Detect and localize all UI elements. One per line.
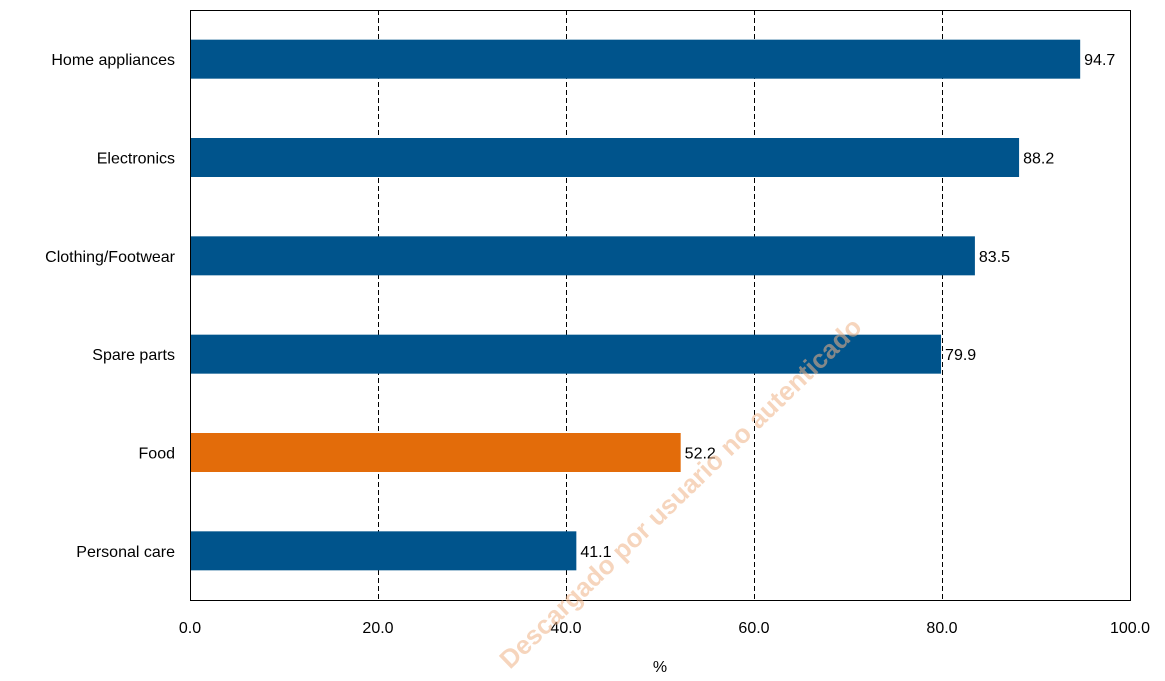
x-tick-label: 20.0 bbox=[362, 620, 393, 637]
data-label: 88.2 bbox=[1023, 151, 1054, 168]
category-label: Electronics bbox=[97, 151, 175, 168]
data-label: 79.9 bbox=[945, 347, 976, 364]
x-tick-label: 100.0 bbox=[1110, 620, 1150, 637]
bar bbox=[190, 138, 1020, 177]
category-label: Food bbox=[139, 446, 175, 463]
category-label: Home appliances bbox=[51, 52, 175, 69]
value-labels: 94.7 88.2 83.5 79.9 52.2 41.1 bbox=[580, 52, 1115, 561]
x-tick-label: 80.0 bbox=[926, 620, 957, 637]
bar bbox=[190, 531, 577, 571]
category-label: Personal care bbox=[76, 544, 175, 561]
grid-lines bbox=[378, 10, 943, 600]
bar bbox=[190, 236, 975, 276]
data-label: 41.1 bbox=[580, 544, 611, 561]
data-label: 94.7 bbox=[1084, 52, 1115, 69]
x-tick-label: 40.0 bbox=[550, 620, 581, 637]
x-tick-label: 60.0 bbox=[738, 620, 769, 637]
x-tick-label: 0.0 bbox=[179, 620, 201, 637]
plot-frame bbox=[190, 10, 1131, 601]
category-labels: Home appliances Electronics Clothing/Footw… bbox=[45, 52, 176, 561]
category-label: Clothing/Footwear bbox=[45, 249, 176, 266]
x-axis-title: % bbox=[653, 659, 667, 676]
data-label: 83.5 bbox=[979, 249, 1010, 266]
category-label: Spare parts bbox=[92, 347, 175, 364]
bar bbox=[190, 39, 1081, 79]
data-label: 52.2 bbox=[685, 446, 716, 463]
bar bbox=[190, 433, 681, 472]
bars bbox=[190, 39, 1081, 571]
x-axis-ticks: 0.0 20.0 40.0 60.0 80.0 100.0 bbox=[179, 620, 1150, 637]
bar bbox=[190, 334, 942, 374]
